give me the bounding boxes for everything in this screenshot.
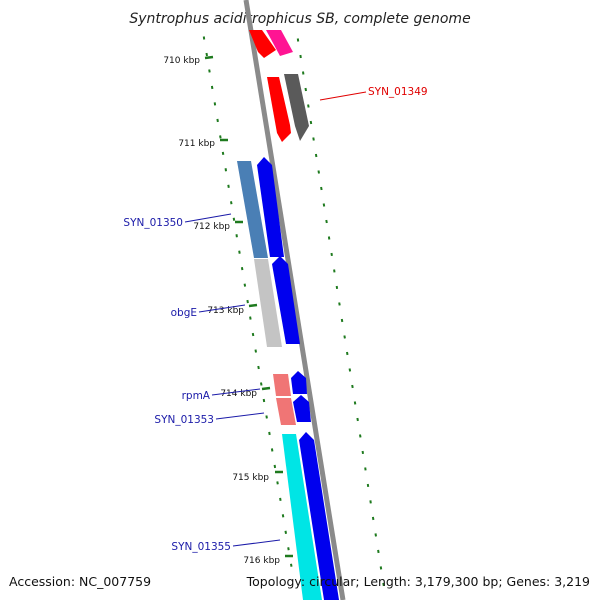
tick-dot-right: [382, 582, 385, 587]
leader-syn01350: [184, 213, 232, 223]
tick-dot-right: [338, 302, 341, 306]
tick-dot-right: [374, 533, 377, 537]
accession-text: Accession: NC_007759: [9, 574, 151, 589]
tick-dot-right: [307, 104, 310, 108]
tick-dot-right: [346, 351, 349, 356]
tick-dot-right: [340, 318, 344, 323]
tick-dot-right: [312, 137, 315, 141]
cds-grey-syn01349[interactable]: [284, 74, 309, 141]
tick-dot-right: [359, 434, 362, 438]
tick-dot-left: [257, 365, 260, 370]
tick-dot-left: [265, 415, 268, 419]
cds-cyan-syn01355[interactable]: [282, 434, 322, 600]
cds-grey-obge[interactable]: [254, 259, 282, 347]
gene-label-rpma[interactable]: rpmA: [182, 390, 211, 402]
scale-tick-label: 712 kbp: [193, 222, 230, 232]
scale-tick-label: 715 kbp: [232, 473, 269, 483]
tick-dot-right: [351, 384, 354, 389]
cds-red-syn01349[interactable]: [267, 77, 291, 142]
leader-syn01349: [319, 91, 367, 101]
tick-dot-right: [320, 186, 323, 191]
tick-dot-left: [205, 52, 208, 57]
tick-dot-left: [287, 547, 290, 551]
leader-obge: [198, 304, 246, 313]
scale-tick-label: 713 kbp: [207, 306, 244, 316]
tick-track: [202, 36, 385, 587]
leader-syn01355: [232, 539, 281, 547]
scale-tick-label: 714 kbp: [220, 389, 257, 399]
map-title: Syntrophus aciditrophicus SB, complete g…: [129, 11, 470, 27]
tick-dot-right: [304, 87, 307, 92]
tick-dot-right: [348, 368, 352, 372]
gene-labels: SYN_01349 SYN_01350 obgE rpmA SYN_01353 …: [123, 86, 427, 553]
scale-tick-mark: [248, 303, 258, 308]
gene-label-syn01350[interactable]: SYN_01350: [123, 217, 183, 229]
scale-ticks: 710 kbp 711 kbp 712 kbp 713 kbp 714 kbp …: [163, 55, 293, 566]
tick-dot-left: [251, 332, 255, 337]
tick-dot-right: [322, 203, 326, 207]
tick-dot-left: [238, 250, 241, 254]
tick-dot-left: [281, 514, 285, 518]
tick-dot-left: [216, 118, 219, 123]
tick-dot-left: [240, 267, 244, 271]
tick-dot-left: [260, 382, 263, 386]
tick-dot-left: [290, 563, 293, 567]
tick-dot-left: [268, 431, 271, 436]
cds-blue-rpma[interactable]: [291, 371, 307, 394]
cds-salmon-syn01353[interactable]: [276, 398, 296, 425]
tick-dot-right: [377, 549, 380, 554]
tick-dot-left: [279, 497, 282, 501]
tick-dot-left: [284, 530, 287, 534]
tick-dot-right: [309, 120, 313, 125]
leader-rpma: [211, 388, 261, 396]
cds-steel-syn01350[interactable]: [237, 161, 268, 258]
tick-dot-right: [343, 335, 346, 339]
tick-dot-left: [232, 217, 236, 221]
tick-dot-left: [219, 135, 222, 139]
scale-tick-mark: [204, 55, 214, 60]
cds-blue-obge[interactable]: [272, 256, 300, 344]
tick-dot-left: [249, 316, 252, 320]
tick-dot-left: [246, 299, 249, 304]
tick-dot-left: [276, 481, 279, 485]
genome-backbone: [243, 0, 346, 600]
cds-blue-syn01350[interactable]: [257, 157, 284, 257]
tick-dot-left: [208, 69, 211, 73]
tick-dot-right: [356, 417, 359, 422]
cds-blue-syn01353[interactable]: [293, 395, 311, 422]
tick-dot-right: [314, 153, 318, 158]
scale-tick-label: 711 kbp: [178, 139, 215, 149]
gene-features: [237, 30, 339, 600]
cds-red-top[interactable]: [249, 30, 276, 58]
gene-label-syn01353[interactable]: SYN_01353: [154, 414, 214, 426]
tick-dot-left: [254, 349, 257, 353]
tick-dot-right: [379, 566, 383, 570]
gene-label-syn01355[interactable]: SYN_01355: [171, 541, 231, 553]
cds-salmon-rpma[interactable]: [273, 374, 291, 396]
tick-dot-left: [210, 85, 214, 90]
gene-label-obge[interactable]: obgE: [171, 307, 197, 319]
tick-dot-right: [317, 170, 320, 174]
tick-dot-left: [230, 201, 233, 205]
leader-syn01353: [215, 412, 265, 420]
scale-tick-mark: [261, 386, 271, 391]
tick-dot-left: [243, 283, 247, 287]
tick-dot-left: [270, 448, 274, 452]
tick-dot-right: [371, 516, 375, 521]
tick-dot-left: [227, 184, 230, 188]
tick-dot-left: [262, 398, 266, 403]
cds-pink-top[interactable]: [266, 30, 293, 56]
topology-text: Topology: circular; Length: 3,179,300 bp…: [246, 574, 590, 589]
scale-tick-label: 710 kbp: [163, 56, 200, 66]
tick-dot-right: [325, 219, 328, 224]
tick-dot-right: [353, 401, 357, 405]
cds-blue-syn01355[interactable]: [299, 432, 339, 600]
tick-dot-left: [221, 151, 225, 155]
scale-tick-label: 716 kbp: [243, 556, 280, 566]
gene-label-syn01349[interactable]: SYN_01349: [368, 86, 428, 98]
tick-dot-left: [273, 464, 277, 469]
